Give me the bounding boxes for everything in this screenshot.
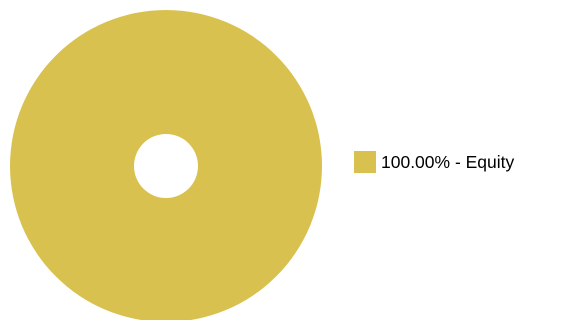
donut-slices — [10, 10, 322, 320]
legend-label-equity: 100.00% - Equity — [381, 152, 515, 172]
legend-swatch-equity — [354, 151, 376, 173]
legend: 100.00% - Equity — [354, 150, 514, 174]
donut-slice-equity — [10, 10, 322, 320]
